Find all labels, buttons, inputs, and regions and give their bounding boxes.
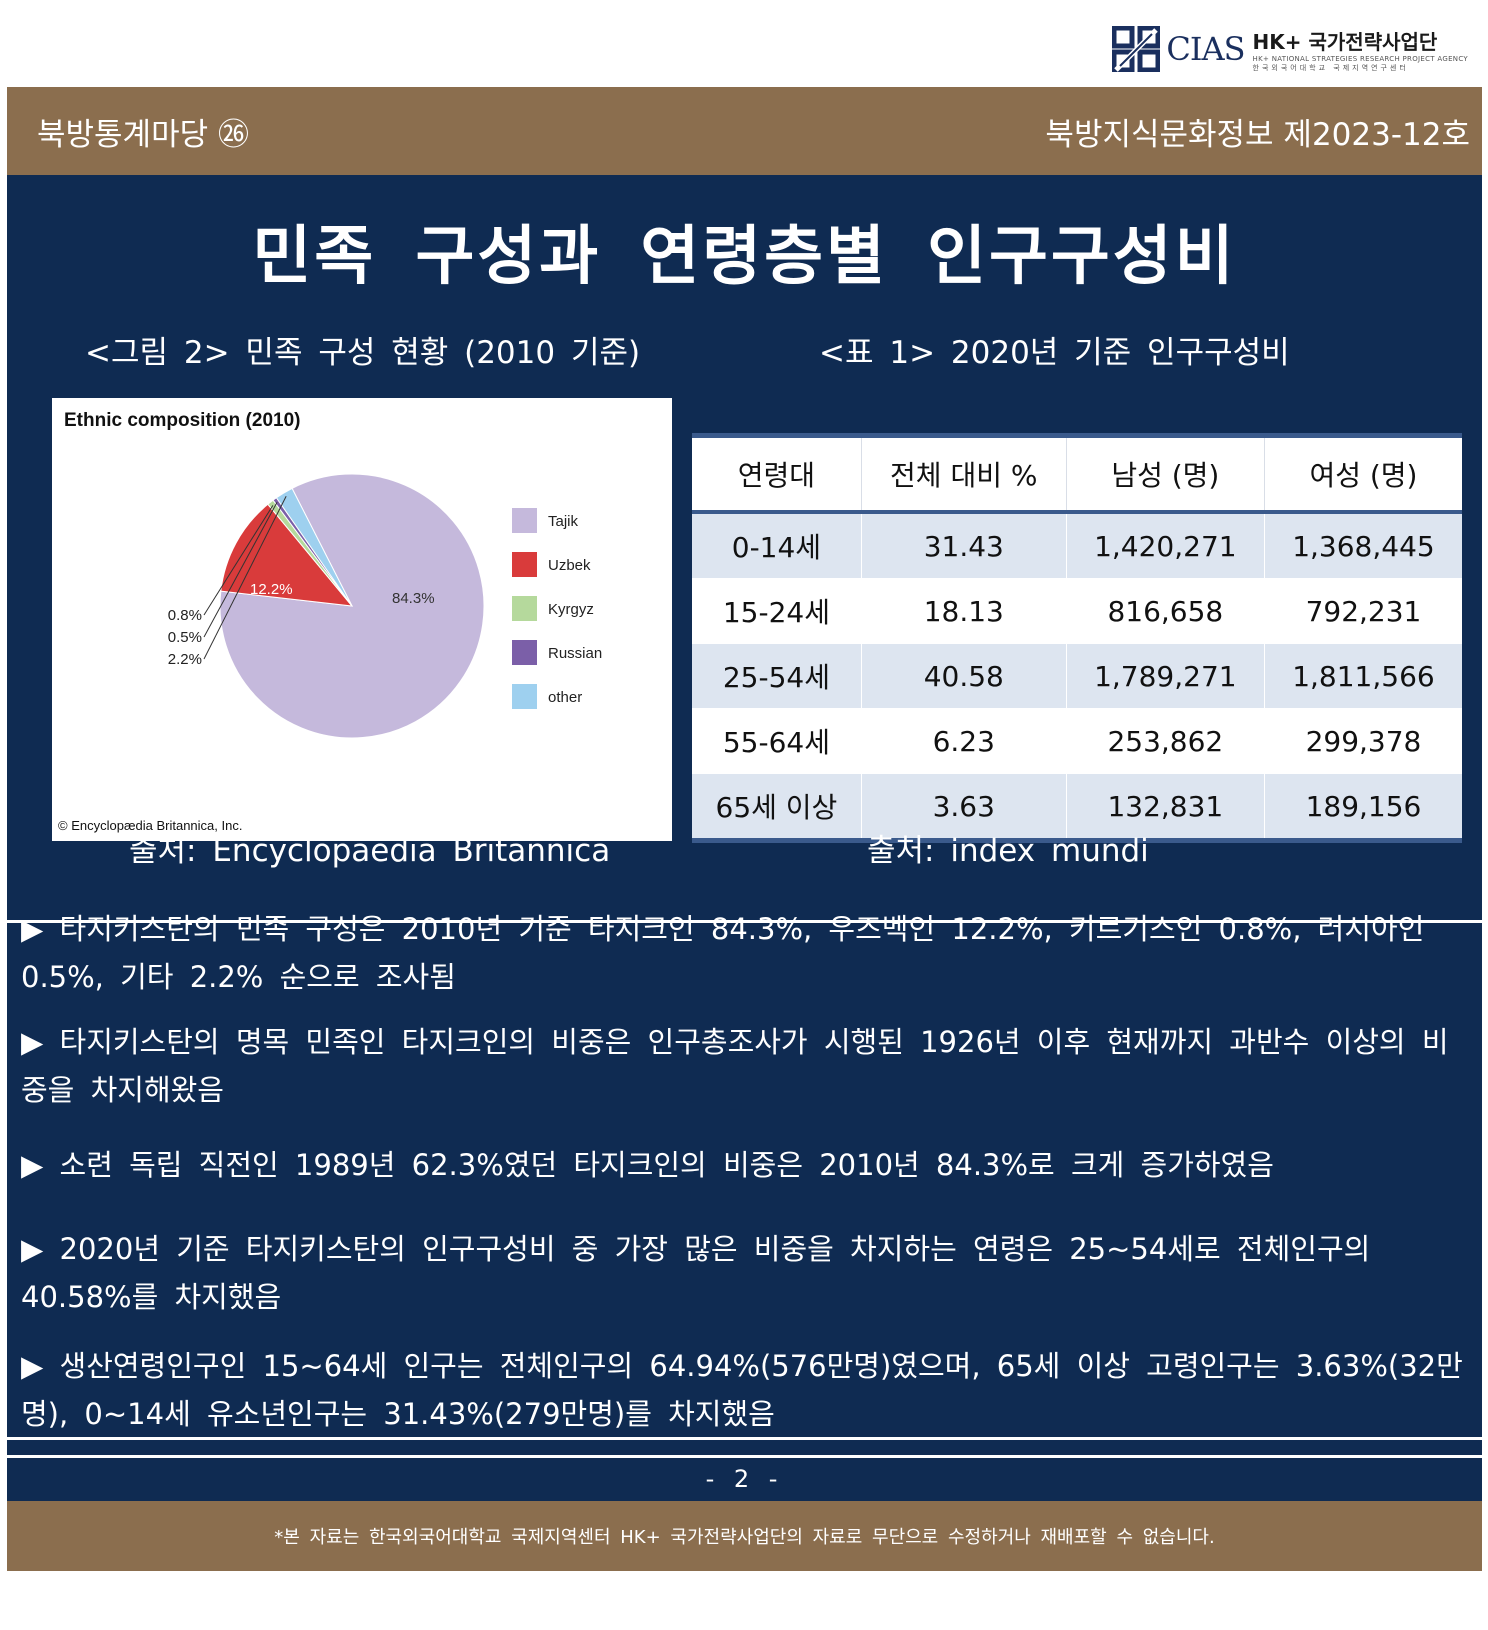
table-cell: 299,378 — [1263, 708, 1462, 774]
table-row: 55-64세 6.23 253,862 299,378 — [692, 708, 1462, 774]
bottom-divider — [7, 1437, 1482, 1440]
table-cell: 55-64세 — [692, 708, 862, 774]
cias-logo: CIAS HK+ 국가전략사업단 HK+ NATIONAL STRATEGIES… — [1111, 20, 1468, 78]
table-cell: 1,420,271 — [1065, 512, 1265, 579]
pie-slice-tajik — [219, 473, 485, 739]
figure-source: 출처: Encyclopaedia Britannica — [129, 833, 611, 869]
legend-swatch-uzbek — [512, 552, 537, 577]
legend-swatch-tajik — [512, 508, 537, 533]
page-number: - 2 - — [7, 1458, 1482, 1501]
paragraph: ▶ 소련 독립 직전인 1989년 62.3%였던 타지크인의 비중은 2010… — [21, 1148, 1274, 1182]
legend-label-uzbek: Uzbek — [548, 557, 591, 574]
pie-chart-svg: 84.3% 12.2% 0.8% 0.5% 2.2% Tajik Uzbek Kyrgyz Ru… — [168, 473, 602, 739]
table-cell: 1,368,445 — [1263, 512, 1462, 579]
population-table: 연령대 전체 대비 % 남성 (명) 여성 (명) 0-14세 31.43 1,… — [692, 433, 1462, 843]
chart-credit: © Encyclopædia Britannica, Inc. — [58, 818, 243, 833]
leader-line-kyrgyz — [203, 505, 274, 616]
data-label-other: 2.2% — [168, 651, 202, 668]
paragraph: ▶ 생산연령인구인 15~64세 인구는 전체인구의 64.94%(576만명)… — [21, 1349, 1463, 1431]
chart-title: Ethnic composition (2010) — [64, 410, 301, 431]
table-header-cell: 전체 대비 % — [860, 435, 1067, 512]
logo-subtitle-en: HK+ NATIONAL STRATEGIES RESEARCH PROJECT… — [1252, 54, 1468, 63]
legend-swatch-russian — [512, 640, 537, 665]
table-row: 25-54세 40.58 1,789,271 1,811,566 — [692, 643, 1462, 709]
table-cell: 1,811,566 — [1263, 643, 1462, 709]
leader-line-other — [203, 496, 287, 660]
logo-cias-text: CIAS — [1166, 30, 1245, 68]
issue-label: 북방지식문화정보 제2023-12호 — [1045, 117, 1470, 153]
table-cell: 1,789,271 — [1065, 643, 1265, 709]
data-label-uzbek: 12.2% — [250, 581, 293, 598]
footer-notice: *본 자료는 한국외국어대학교 국제지역센터 HK+ 국가전략사업단의 자료로 … — [274, 1527, 1215, 1548]
paragraph: ▶ 2020년 기준 타지키스탄의 인구구성비 중 가장 많은 비중을 차지하는… — [21, 1232, 1371, 1314]
table-row: 0-14세 31.43 1,420,271 1,368,445 — [692, 512, 1462, 579]
table-cell: 253,862 — [1065, 708, 1265, 774]
legend-label-tajik: Tajik — [548, 513, 579, 530]
legend-label-other: other — [548, 689, 582, 706]
logo-subtitle-ko: 한국외국어대학교 국제지역연구센터 — [1252, 63, 1409, 72]
table-row: 15-24세 18.13 816,658 792,231 — [692, 578, 1462, 644]
section-divider — [7, 920, 1482, 923]
pie-chart: Ethnic composition (2010) 84.3% 12.2% 0.8%… — [52, 398, 672, 841]
table-cell: 6.23 — [860, 708, 1067, 774]
table-header-cell: 연령대 — [692, 435, 862, 512]
cias-emblem-icon — [1111, 25, 1161, 73]
header-band: 북방통계마당 ㉖ 북방지식문화정보 제2023-12호 — [7, 87, 1482, 175]
series-label: 북방통계마당 ㉖ — [37, 117, 249, 153]
page-title: 민족 구성과 연령층별 인구구성비 — [252, 220, 1237, 294]
table-cell: 18.13 — [860, 578, 1067, 644]
leader-line-russian — [203, 501, 278, 638]
main-panel: 민족 구성과 연령층별 인구구성비 <그림 2> 민족 구성 현황 (2010 … — [7, 175, 1482, 1455]
table-cell: 0-14세 — [692, 512, 862, 579]
table-cell: 65세 이상 — [692, 773, 862, 841]
paragraph: ▶ 타지키스탄의 명목 민족인 타지크인의 비중은 인구총조사가 시행된 192… — [21, 1025, 1449, 1107]
legend-swatch-kyrgyz — [512, 596, 537, 621]
pie-slice-other — [275, 487, 353, 607]
table-cell: 3.63 — [860, 773, 1067, 841]
legend-label-russian: Russian — [548, 645, 602, 662]
table-source: 출처: index mundi — [867, 833, 1149, 869]
table-row: 65세 이상 3.63 132,831 189,156 — [692, 773, 1462, 841]
table-cell: 132,831 — [1065, 773, 1265, 841]
paragraph: ▶ 타지키스탄의 민족 구성은 2010년 기준 타지크인 84.3%, 우즈벡… — [21, 912, 1425, 994]
legend-swatch-other — [512, 684, 537, 709]
table-cell: 15-24세 — [692, 578, 862, 644]
footer-band: *본 자료는 한국외국어대학교 국제지역센터 HK+ 국가전략사업단의 자료로 … — [7, 1501, 1482, 1571]
table-cell: 189,156 — [1263, 773, 1462, 841]
figure-caption: <그림 2> 민족 구성 현황 (2010 기준) — [85, 335, 641, 371]
table-header-cell: 남성 (명) — [1065, 435, 1265, 512]
data-label-russian: 0.5% — [168, 629, 202, 646]
data-label-kyrgyz: 0.8% — [168, 607, 202, 624]
table-header-cell: 여성 (명) — [1263, 435, 1462, 512]
logo-hk-text: HK+ 국가전략사업단 — [1252, 29, 1438, 54]
table-header-row: 연령대 전체 대비 % 남성 (명) 여성 (명) — [692, 435, 1462, 512]
table-cell: 816,658 — [1065, 578, 1265, 644]
table-cell: 40.58 — [860, 643, 1067, 709]
table-cell: 25-54세 — [692, 643, 862, 709]
table-cell: 792,231 — [1263, 578, 1462, 644]
data-label-tajik: 84.3% — [392, 590, 435, 607]
legend-label-kyrgyz: Kyrgyz — [548, 601, 594, 618]
table-caption: <표 1> 2020년 기준 인구구성비 — [819, 335, 1290, 371]
table-cell: 31.43 — [860, 512, 1067, 579]
